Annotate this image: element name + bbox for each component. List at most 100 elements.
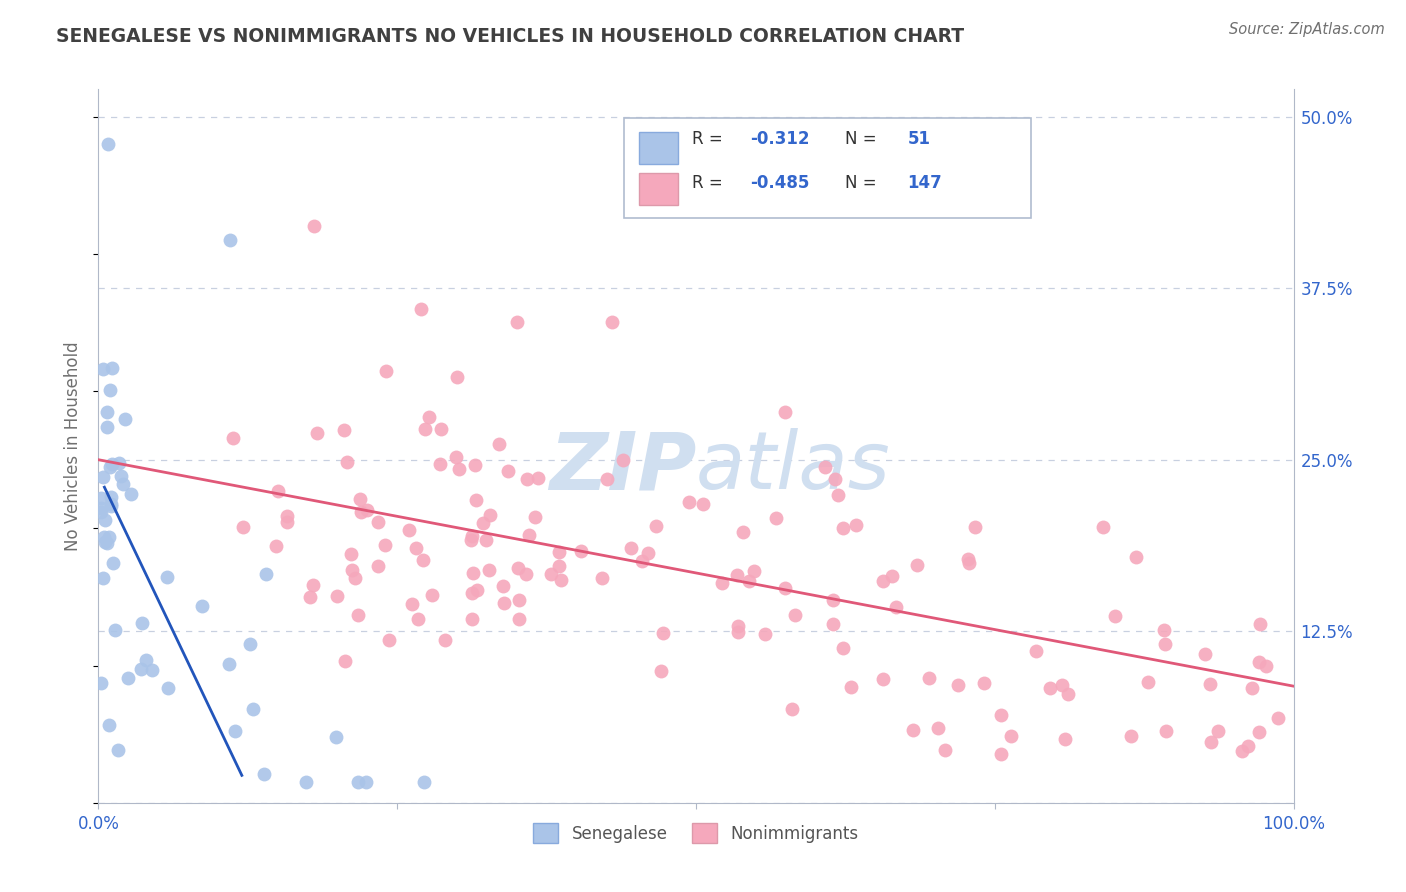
Point [710,576,733,591]
Point [496,465,519,479]
Point [98,460,121,475]
Point [596,472,619,486]
Point [413,421,436,435]
Point [645,518,668,533]
Point [650,664,672,678]
Point [1104,609,1126,624]
Text: 51: 51 [907,130,931,148]
Point [264,540,287,554]
Point [398,523,420,537]
Point [1039,681,1062,695]
Point [460,533,482,547]
Point [104,624,127,638]
Point [302,219,325,234]
Point [1137,674,1160,689]
Text: -0.485: -0.485 [749,175,808,193]
Legend: Senegalese, Nonimmigrants: Senegalese, Nonimmigrants [524,814,868,852]
Point [725,568,748,582]
Point [1254,659,1277,673]
Point [824,472,846,486]
Point [374,538,396,552]
Point [886,599,908,614]
FancyBboxPatch shape [638,132,678,164]
Point [91,571,114,585]
Point [1247,724,1270,739]
Point [775,405,797,419]
Point [478,508,501,523]
Point [990,707,1012,722]
Text: ZIP: ZIP [548,428,696,507]
Point [1230,744,1253,758]
Point [131,616,153,631]
Point [401,597,423,611]
Text: R =: R = [692,130,728,148]
Point [1125,549,1147,564]
Point [367,515,389,529]
Point [242,702,264,716]
FancyBboxPatch shape [638,173,678,205]
Point [325,730,347,744]
Point [412,553,434,567]
Text: 147: 147 [907,175,942,193]
Point [219,233,242,247]
Point [375,364,398,378]
Point [156,570,179,584]
Point [218,657,240,671]
Point [918,671,941,685]
Y-axis label: No Vehicles in Household: No Vehicles in Household [65,341,83,551]
Point [336,455,359,469]
Point [591,571,613,585]
Point [872,672,894,686]
Point [460,529,482,543]
Point [100,497,122,511]
Point [276,509,298,524]
Point [780,701,803,715]
Point [1208,724,1230,739]
Point [117,671,139,685]
Point [461,566,484,580]
Text: N =: N = [845,130,882,148]
Point [508,593,530,607]
Point [731,524,754,539]
Point [418,410,440,425]
Point [114,412,136,426]
Point [652,626,675,640]
Text: R =: R = [692,175,728,193]
Point [1249,616,1271,631]
Point [973,676,995,690]
Point [548,545,571,559]
Point [630,554,652,568]
Point [1237,739,1260,754]
Point [901,723,924,738]
Point [97,717,120,731]
Point [692,496,714,510]
Point [295,775,318,789]
Point [98,530,121,544]
Point [946,678,969,692]
Point [1240,681,1263,696]
Point [540,567,562,582]
Point [141,663,163,677]
Point [356,503,378,517]
Point [678,495,700,509]
Text: atlas: atlas [696,428,891,507]
Point [506,316,529,330]
Point [96,405,118,419]
Point [110,469,132,483]
Point [367,558,389,573]
Point [302,578,325,592]
Point [1092,519,1115,533]
Point [1199,735,1222,749]
Point [845,518,868,533]
Point [354,775,377,789]
Point [91,362,114,376]
Point [222,431,245,445]
Point [254,567,277,582]
Point [101,556,124,570]
Point [406,612,429,626]
Point [831,641,853,656]
Point [783,608,806,623]
Point [880,569,903,583]
Point [527,471,550,485]
Point [1153,623,1175,637]
